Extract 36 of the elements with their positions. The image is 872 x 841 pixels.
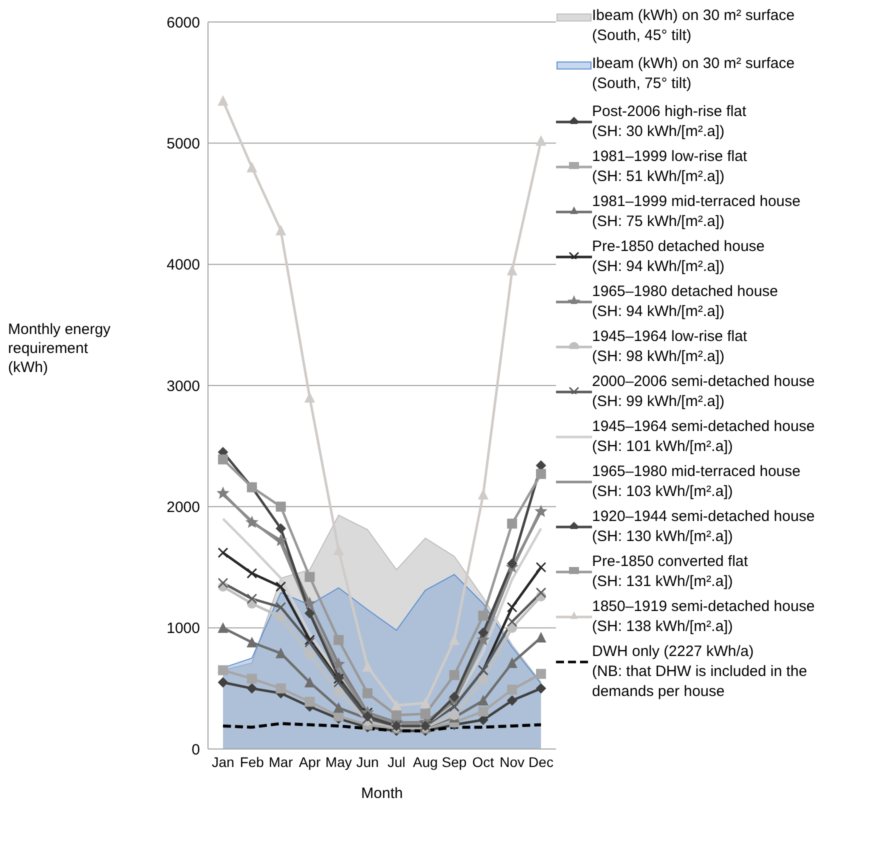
y-tick-label: 3000 <box>166 378 200 395</box>
y-tick-label: 0 <box>192 741 200 758</box>
legend-label: Ibeam (kWh) on 30 m² surface (South, 75° tilt) <box>592 54 795 94</box>
x-tick-label: Dec <box>528 754 554 770</box>
legend-label: 1965–1980 detached house (SH: 94 kWh/[m².a]) <box>592 282 778 322</box>
legend-label: Pre-1850 converted flat (SH: 131 kWh/[m².a]) <box>592 552 748 592</box>
legend-label: Pre-1850 detached house (SH: 94 kWh/[m².a]) <box>592 237 765 277</box>
y-tick-label: 4000 <box>166 256 200 274</box>
x-tick-label: Jun <box>356 754 379 770</box>
x-tick-label: Mar <box>268 754 294 770</box>
y-tick-label: 5000 <box>166 135 200 152</box>
legend-label: Post-2006 high-rise flat (SH: 30 kWh/[m².a]) <box>592 102 746 142</box>
x-tick-label: Jan <box>212 754 234 770</box>
legend-label: 1945–1964 low-rise flat (SH: 98 kWh/[m².a]) <box>592 327 748 367</box>
x-tick-label: Nov <box>500 754 525 770</box>
legend-label: 1981–1999 mid-terraced house (SH: 75 kWh/[m².a]) <box>592 192 800 232</box>
x-tick-label: Oct <box>472 754 494 770</box>
y-tick-label: 2000 <box>166 498 200 516</box>
y-tick-label: 1000 <box>166 620 200 638</box>
legend-label: Ibeam (kWh) on 30 m² surface (South, 45° tilt) <box>592 6 795 46</box>
x-tick-label: May <box>325 754 352 770</box>
x-tick-label: Apr <box>298 754 321 770</box>
y-axis-title: Monthly energy requirement (kWh) <box>8 320 112 377</box>
legend-label: 1920–1944 semi-detached house (SH: 130 kWh/[m².a]) <box>592 507 815 547</box>
x-tick-label: Jul <box>388 754 406 770</box>
x-axis-title: Month <box>361 785 403 802</box>
legend-label: 1965–1980 mid-terraced house (SH: 103 kWh/[m².a]) <box>592 462 800 502</box>
legend-label: 1850–1919 semi-detached house (SH: 138 kWh/[m².a]) <box>592 597 815 637</box>
legend-label: 2000–2006 semi-detached house (SH: 99 kWh/[m².a]) <box>592 372 815 412</box>
legend-label: 1981–1999 low-rise flat (SH: 51 kWh/[m².a]) <box>592 147 748 187</box>
legend-label: DWH only (2227 kWh/a) (NB: that DHW is included in the demands per house <box>592 642 808 702</box>
x-tick-label: Sep <box>442 754 467 770</box>
legend-label: 1945–1964 semi-detached house (SH: 101 kWh/[m².a]) <box>592 417 815 457</box>
x-tick-label: Aug <box>412 754 438 770</box>
x-tick-label: Feb <box>240 754 264 770</box>
y-tick-label: 6000 <box>166 14 200 32</box>
